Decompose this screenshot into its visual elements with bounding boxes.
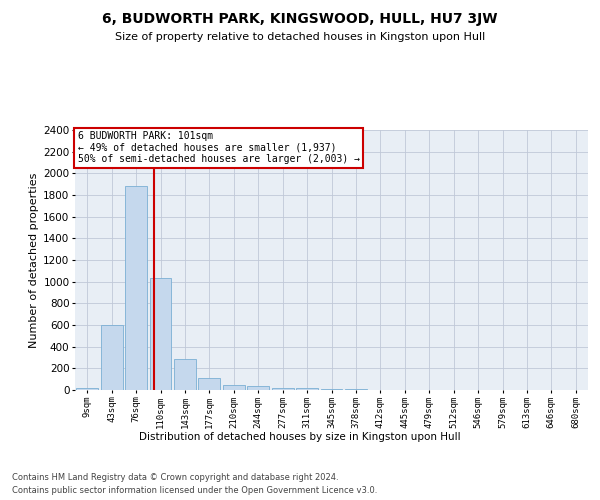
Bar: [76, 388, 98, 390]
Bar: [125, 186, 147, 390]
Text: 6, BUDWORTH PARK, KINGSWOOD, HULL, HU7 3JW: 6, BUDWORTH PARK, KINGSWOOD, HULL, HU7 3…: [102, 12, 498, 26]
Text: 6 BUDWORTH PARK: 101sqm
← 49% of detached houses are smaller (1,937)
50% of semi: 6 BUDWORTH PARK: 101sqm ← 49% of detache…: [77, 132, 359, 164]
Y-axis label: Number of detached properties: Number of detached properties: [29, 172, 39, 348]
Bar: [272, 388, 293, 390]
Bar: [149, 278, 172, 390]
Bar: [199, 378, 220, 390]
Bar: [296, 388, 318, 390]
Bar: [101, 325, 122, 390]
Text: Distribution of detached houses by size in Kingston upon Hull: Distribution of detached houses by size …: [139, 432, 461, 442]
Text: Size of property relative to detached houses in Kingston upon Hull: Size of property relative to detached ho…: [115, 32, 485, 42]
Bar: [247, 386, 269, 390]
Bar: [223, 384, 245, 390]
Bar: [174, 358, 196, 390]
Text: Contains HM Land Registry data © Crown copyright and database right 2024.: Contains HM Land Registry data © Crown c…: [12, 472, 338, 482]
Text: Contains public sector information licensed under the Open Government Licence v3: Contains public sector information licen…: [12, 486, 377, 495]
